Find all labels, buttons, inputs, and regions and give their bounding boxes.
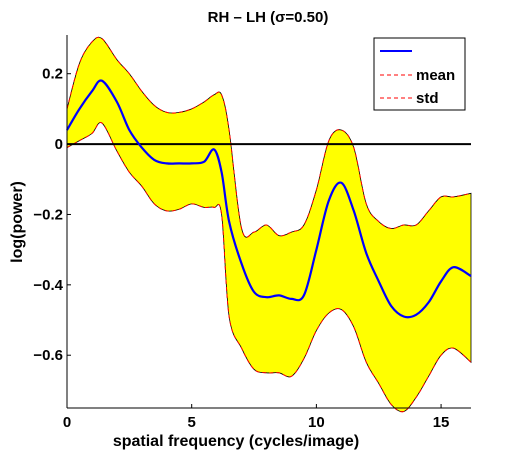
std-upper-line	[66, 36, 472, 238]
std-lower-line	[66, 121, 472, 413]
x-axis-label: spatial frequency (cycles/image)	[113, 433, 359, 450]
y-tick-label: −0.6	[33, 347, 63, 364]
y-tick-label: 0	[55, 136, 63, 153]
mean-line	[66, 79, 472, 319]
x-tick-label: 15	[433, 414, 450, 431]
legend-entry-mean: mean	[416, 67, 455, 84]
x-tick-label: 0	[63, 414, 71, 431]
plot-area: 0 5 10 15 0.2 0 −0.2 −0.4 −0.6	[33, 35, 472, 431]
y-tick-label: −0.2	[33, 206, 63, 223]
y-axis-label: log(power)	[9, 181, 26, 263]
legend: mean std	[373, 37, 466, 111]
chart-title: RH – LH (σ=0.50)	[208, 9, 329, 26]
legend-entry-std: std	[416, 90, 439, 107]
x-tick-label: 5	[188, 414, 196, 431]
y-tick-label: −0.4	[33, 277, 63, 294]
y-tick-label: 0.2	[42, 66, 63, 83]
x-tick-label: 10	[308, 414, 325, 431]
